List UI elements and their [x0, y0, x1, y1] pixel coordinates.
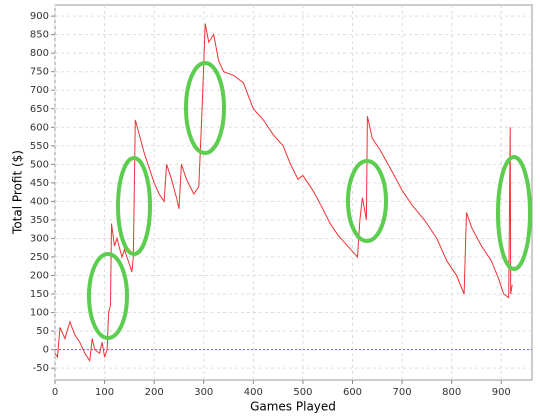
highlight-ellipse — [116, 156, 152, 256]
data-line — [54, 23, 513, 363]
y-tick-label: 600 — [30, 122, 49, 133]
y-tick-label: 350 — [30, 215, 49, 226]
x-tick-label: 100 — [95, 387, 114, 398]
y-tick-label: 900 — [30, 11, 49, 22]
x-tick-label: 400 — [244, 387, 263, 398]
y-tick-label: 400 — [30, 196, 49, 207]
y-tick-label: 800 — [30, 48, 49, 59]
highlight-ellipse — [87, 252, 129, 340]
y-tick-label: 550 — [30, 141, 49, 152]
x-axis-label: Games Played — [250, 400, 336, 414]
x-tick-label: 600 — [343, 387, 362, 398]
grid: -50 0 50 100 150 200 250 300 350 400 450 500 550 600 6… — [30, 5, 532, 398]
x-tick-label: 300 — [194, 387, 213, 398]
y-tick-label: 300 — [30, 233, 49, 244]
y-tick-label: 650 — [30, 104, 49, 115]
y-tick-label: 0 — [43, 345, 49, 356]
y-tick-label: 850 — [30, 30, 49, 41]
y-tick-label: 250 — [30, 252, 49, 263]
x-tick-label: 500 — [293, 387, 312, 398]
y-tick-label: 500 — [30, 159, 49, 170]
x-tick-label: 800 — [442, 387, 461, 398]
y-tick-label: 50 — [36, 326, 49, 337]
x-tick-label: 900 — [492, 387, 511, 398]
highlight-ellipse — [496, 155, 532, 271]
y-tick-label: 700 — [30, 85, 49, 96]
annotations — [87, 61, 532, 340]
y-tick-label: 100 — [30, 308, 49, 319]
y-tick-label: 750 — [30, 67, 49, 78]
plot-area — [54, 4, 533, 381]
y-tick-label: -50 — [33, 363, 49, 374]
highlight-ellipse — [184, 61, 226, 155]
highlight-ellipse — [346, 159, 388, 243]
x-tick-label: 700 — [393, 387, 412, 398]
y-tick-label: 450 — [30, 178, 49, 189]
y-tick-label: 200 — [30, 271, 49, 282]
x-tick-label: 0 — [52, 387, 58, 398]
y-tick-label: 150 — [30, 289, 49, 300]
x-tick-label: 200 — [145, 387, 164, 398]
marks — [54, 23, 513, 363]
y-axis-label: Total Profit ($) — [11, 150, 25, 235]
